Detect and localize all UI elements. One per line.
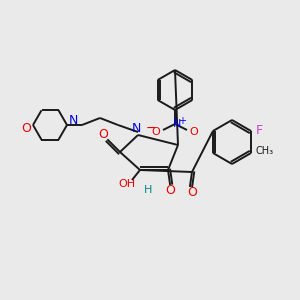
Text: O: O — [190, 127, 198, 137]
Text: CH₃: CH₃ — [256, 146, 274, 156]
Text: O: O — [187, 185, 197, 199]
Text: F: F — [256, 124, 262, 137]
Text: O: O — [165, 184, 175, 196]
Text: N: N — [131, 122, 141, 134]
Text: −: − — [146, 122, 156, 134]
Text: N: N — [68, 113, 78, 127]
Text: H: H — [144, 185, 152, 195]
Text: O: O — [21, 122, 31, 136]
Text: +: + — [178, 116, 186, 126]
Text: OH: OH — [118, 179, 136, 189]
Text: O: O — [152, 127, 160, 137]
Text: O: O — [98, 128, 108, 140]
Text: N: N — [173, 119, 181, 129]
